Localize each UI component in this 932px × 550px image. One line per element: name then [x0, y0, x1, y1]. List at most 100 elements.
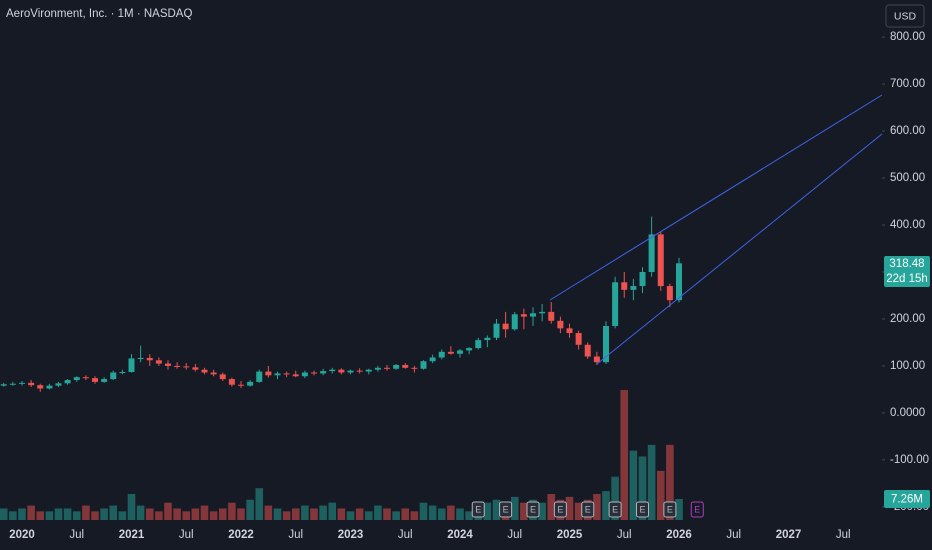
candle-body [174, 365, 181, 367]
candle-body [256, 371, 263, 382]
volume-bar [63, 508, 72, 520]
candle-body [338, 369, 345, 373]
volume-bar [620, 390, 629, 520]
earnings-marker [581, 501, 595, 518]
volume-label: 7.26M [891, 494, 923, 506]
candle-body [657, 234, 664, 287]
volume-bar [520, 502, 528, 520]
candle-body [329, 369, 336, 372]
currency-button[interactable] [885, 4, 925, 28]
candle-body [402, 364, 409, 368]
volume-bar [118, 511, 127, 520]
trendline-upper[interactable] [549, 94, 883, 301]
volume-bar [82, 505, 90, 520]
earnings-marker [526, 501, 540, 518]
candle-body [210, 372, 217, 375]
candle-body [9, 383, 16, 385]
volume-bar [100, 508, 108, 520]
volume-bar [510, 496, 519, 520]
candle-body [511, 314, 518, 330]
candle-body [19, 382, 25, 384]
x-tick-label: 2021 [119, 529, 145, 541]
candle-body [165, 363, 171, 366]
volume-bar [574, 502, 583, 520]
candle-body [146, 357, 153, 361]
earnings-label: E [530, 504, 536, 514]
volume-bar [237, 508, 245, 520]
volume-bar [638, 456, 647, 520]
candle-body [238, 384, 244, 386]
y-tick-label: 700.00 [890, 78, 925, 90]
candle-body [429, 357, 436, 362]
x-tick-label: Jul [617, 529, 632, 541]
candle-body [101, 379, 108, 382]
volume-bar [0, 508, 8, 520]
x-tick-label: 2023 [338, 529, 364, 541]
candle-body [37, 385, 44, 389]
candle-body [466, 348, 473, 351]
candle-body [475, 340, 482, 349]
candle-body [520, 314, 527, 317]
volume-bar [228, 502, 236, 520]
y-tick-label: 500.00 [890, 172, 925, 184]
candle-body [575, 333, 582, 345]
candle-body [630, 286, 637, 290]
volume-bar [136, 505, 145, 520]
candle-body [128, 358, 135, 373]
candle-layer [0, 216, 682, 392]
candle-body [28, 382, 35, 386]
candle-body [265, 371, 272, 376]
volume-bar [565, 496, 574, 520]
volume-bar [355, 508, 364, 520]
currency[interactable]: USD [894, 10, 917, 22]
trendline-lower[interactable] [596, 133, 883, 365]
candle-body [621, 282, 628, 290]
candle-body [411, 367, 418, 369]
candle-body [539, 311, 546, 314]
earnings-label: E [503, 504, 509, 514]
volume-bar [301, 505, 309, 520]
x-tick-label: 2024 [447, 529, 473, 541]
candle-body [612, 282, 619, 326]
x-tick-label: Jul [69, 529, 84, 541]
volume-bar [264, 505, 273, 520]
volume-bar [209, 511, 218, 520]
volume-bar [346, 511, 355, 520]
volume-bar [364, 511, 373, 520]
candle-body [82, 377, 89, 379]
candle-body [155, 360, 162, 364]
volume-bar [291, 508, 300, 520]
volume-bar [383, 508, 391, 520]
volume-bar [109, 505, 118, 520]
candle-body [502, 323, 509, 330]
candle-body [228, 379, 235, 385]
x-tick-label: Jul [398, 529, 413, 541]
candle-body [603, 325, 609, 363]
volume-bar [319, 505, 327, 520]
x-tick-label: Jul [288, 529, 303, 541]
volume-bar [155, 511, 163, 520]
earnings-label: E [557, 504, 563, 514]
earnings-marker [608, 501, 622, 518]
volume-bar [656, 470, 665, 520]
volume-bar [218, 508, 227, 520]
candle-body [292, 374, 299, 377]
candle-body [55, 383, 62, 386]
volume-bar [492, 499, 501, 520]
volume-bar [72, 511, 81, 520]
x-tick-label: 2022 [228, 529, 254, 541]
earnings-label: E [694, 504, 700, 514]
volume-bar [164, 502, 172, 520]
candle-body [639, 271, 646, 287]
candle-body [365, 369, 372, 372]
x-tick-label: 2020 [9, 529, 35, 541]
x-tick-label: Jul [836, 529, 851, 541]
candle-body [493, 323, 500, 338]
earnings-marker [553, 501, 567, 518]
volume-bar [27, 505, 35, 520]
earnings-label: E [585, 504, 591, 514]
volume-bar [465, 511, 473, 520]
candle-body [566, 328, 573, 334]
volume-bar [273, 508, 282, 520]
